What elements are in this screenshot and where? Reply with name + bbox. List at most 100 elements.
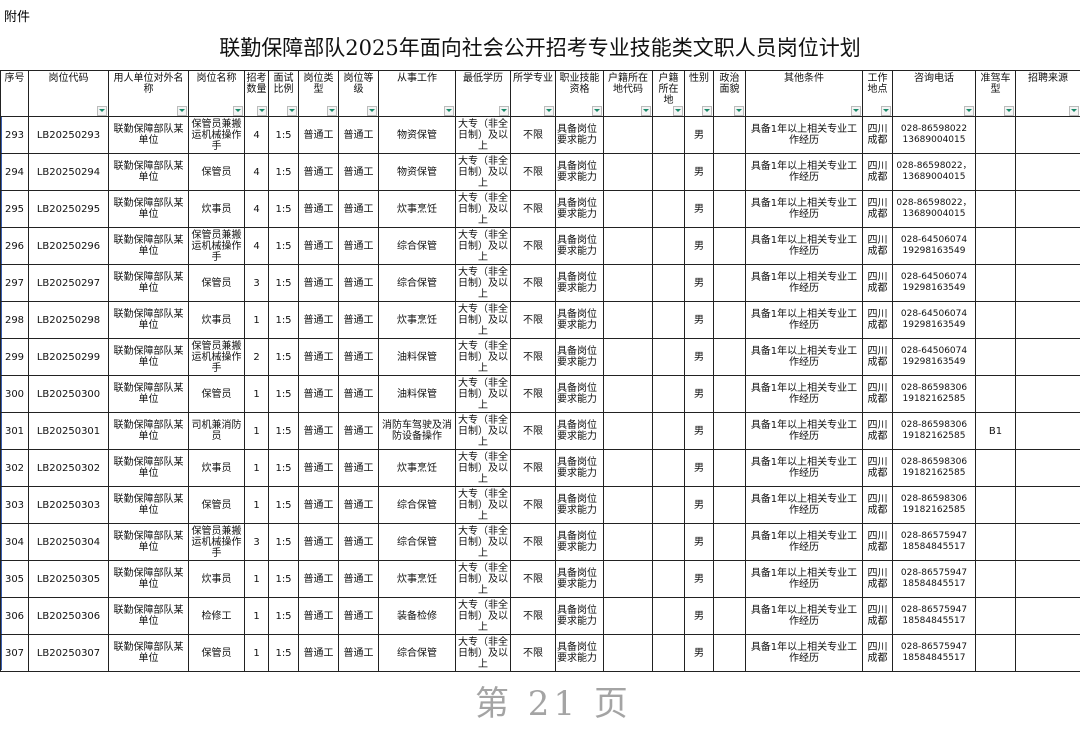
cell-position: 保管员兼搬运机械操作手 (188, 227, 245, 265)
cell-skill: 具备岗位要求能力 (555, 264, 604, 302)
cell-hukou-code (603, 412, 653, 450)
cell-hukou (652, 227, 685, 265)
cell-ratio: 1:5 (268, 560, 299, 598)
filter-dropdown-icon[interactable] (177, 105, 187, 116)
cell-work: 炊事烹饪 (378, 560, 456, 598)
cell-gender: 男 (684, 486, 714, 524)
column-header-label: 所学专业 (513, 72, 553, 84)
cell-position: 保管员 (188, 153, 245, 191)
filter-dropdown-icon[interactable] (1069, 105, 1079, 116)
column-header-other: 其他条件 (745, 70, 863, 117)
cell-major: 不限 (510, 412, 556, 450)
column-header-label: 准驾车型 (980, 72, 1011, 95)
cell-location: 四川成都 (862, 264, 893, 302)
filter-dropdown-icon[interactable] (257, 105, 267, 116)
cell-seq: 303 (0, 486, 29, 524)
cell-level: 普通工 (338, 486, 379, 524)
filter-row (654, 105, 683, 116)
cell-level: 普通工 (338, 523, 379, 561)
column-header-position: 岗位名称 (188, 70, 245, 117)
cell-hukou-code (603, 227, 653, 265)
cell-political (713, 264, 746, 302)
cell-level: 普通工 (338, 375, 379, 413)
cell-major: 不限 (510, 523, 556, 561)
filter-dropdown-icon[interactable] (327, 105, 337, 116)
cell-seq: 295 (0, 190, 29, 228)
cell-license (975, 560, 1016, 598)
filter-dropdown-icon[interactable] (233, 105, 243, 116)
cell-education: 大专（非全日制）及以上 (455, 486, 511, 524)
cell-position: 保管员 (188, 375, 245, 413)
cell-work: 炊事烹饪 (378, 301, 456, 339)
column-header-label: 咨询电话 (914, 72, 954, 84)
cell-education: 大专（非全日制）及以上 (455, 523, 511, 561)
cell-work: 装备检修 (378, 597, 456, 635)
filter-dropdown-icon[interactable] (287, 105, 297, 116)
filter-dropdown-icon[interactable] (964, 105, 974, 116)
filter-dropdown-icon[interactable] (592, 105, 602, 116)
cell-hukou-code (603, 560, 653, 598)
filter-dropdown-icon[interactable] (1004, 105, 1014, 116)
cell-education: 大专（非全日制）及以上 (455, 190, 511, 228)
column-header-content: 职业技能资格 (557, 73, 602, 116)
column-header-code: 岗位代码 (28, 70, 109, 117)
cell-hukou (652, 153, 685, 191)
column-header-content: 招考数量 (246, 73, 267, 116)
filter-dropdown-icon[interactable] (367, 105, 377, 116)
filter-dropdown-icon[interactable] (544, 105, 554, 116)
filter-dropdown-icon[interactable] (734, 105, 744, 116)
cell-level: 普通工 (338, 560, 379, 598)
cell-level: 普通工 (338, 634, 379, 672)
filter-dropdown-icon[interactable] (444, 105, 454, 116)
filter-dropdown-icon[interactable] (641, 105, 651, 116)
cell-hukou-code (603, 190, 653, 228)
cell-work: 综合保管 (378, 227, 456, 265)
cell-count: 1 (244, 301, 269, 339)
cell-skill: 具备岗位要求能力 (555, 597, 604, 635)
filter-dropdown-icon[interactable] (702, 105, 712, 116)
column-header-content: 从事工作 (380, 73, 454, 116)
cell-count: 1 (244, 449, 269, 487)
cell-position: 司机兼消防员 (188, 412, 245, 450)
cell-phone: 028-86598306 19182162585 (892, 375, 976, 413)
cell-hukou-code (603, 486, 653, 524)
cell-hukou (652, 190, 685, 228)
cell-seq: 305 (0, 560, 29, 598)
table-row: 303 LB20250303 联勤保障部队某单位 保管员 1 1:5 普通工 普通工 综合保管大… (0, 486, 1080, 524)
cell-source (1015, 412, 1080, 450)
filter-dropdown-icon[interactable] (881, 105, 891, 116)
cell-code: LB20250300 (28, 375, 109, 413)
cell-hukou (652, 338, 685, 376)
cell-other: 具备1年以上相关专业工作经历 (745, 634, 863, 672)
cell-unit: 联勤保障部队某单位 (108, 597, 189, 635)
cell-phone: 028-86575947 18584845517 (892, 523, 976, 561)
cell-license: B1 (975, 412, 1016, 450)
filter-row (300, 105, 337, 116)
cell-education: 大专（非全日制）及以上 (455, 301, 511, 339)
cell-seq: 301 (0, 412, 29, 450)
cell-license (975, 597, 1016, 635)
cell-hukou-code (603, 634, 653, 672)
cell-skill: 具备岗位要求能力 (555, 634, 604, 672)
cell-count: 3 (244, 523, 269, 561)
cell-major: 不限 (510, 227, 556, 265)
cell-location: 四川成都 (862, 153, 893, 191)
filter-row (2, 106, 27, 116)
cell-education: 大专（非全日制）及以上 (455, 116, 511, 154)
cell-gender: 男 (684, 190, 714, 228)
cell-count: 1 (244, 486, 269, 524)
cell-unit: 联勤保障部队某单位 (108, 153, 189, 191)
cell-count: 1 (244, 375, 269, 413)
cell-ratio: 1:5 (268, 301, 299, 339)
cell-position: 炊事员 (188, 301, 245, 339)
filter-dropdown-icon[interactable] (673, 105, 683, 116)
filter-dropdown-icon[interactable] (97, 105, 107, 116)
column-header-content: 岗位名称 (190, 73, 243, 116)
cell-work: 物资保管 (378, 116, 456, 154)
cell-license (975, 338, 1016, 376)
cell-other: 具备1年以上相关专业工作经历 (745, 523, 863, 561)
filter-dropdown-icon[interactable] (499, 105, 509, 116)
cell-hukou-code (603, 116, 653, 154)
filter-dropdown-icon[interactable] (851, 105, 861, 116)
cell-source (1015, 153, 1080, 191)
